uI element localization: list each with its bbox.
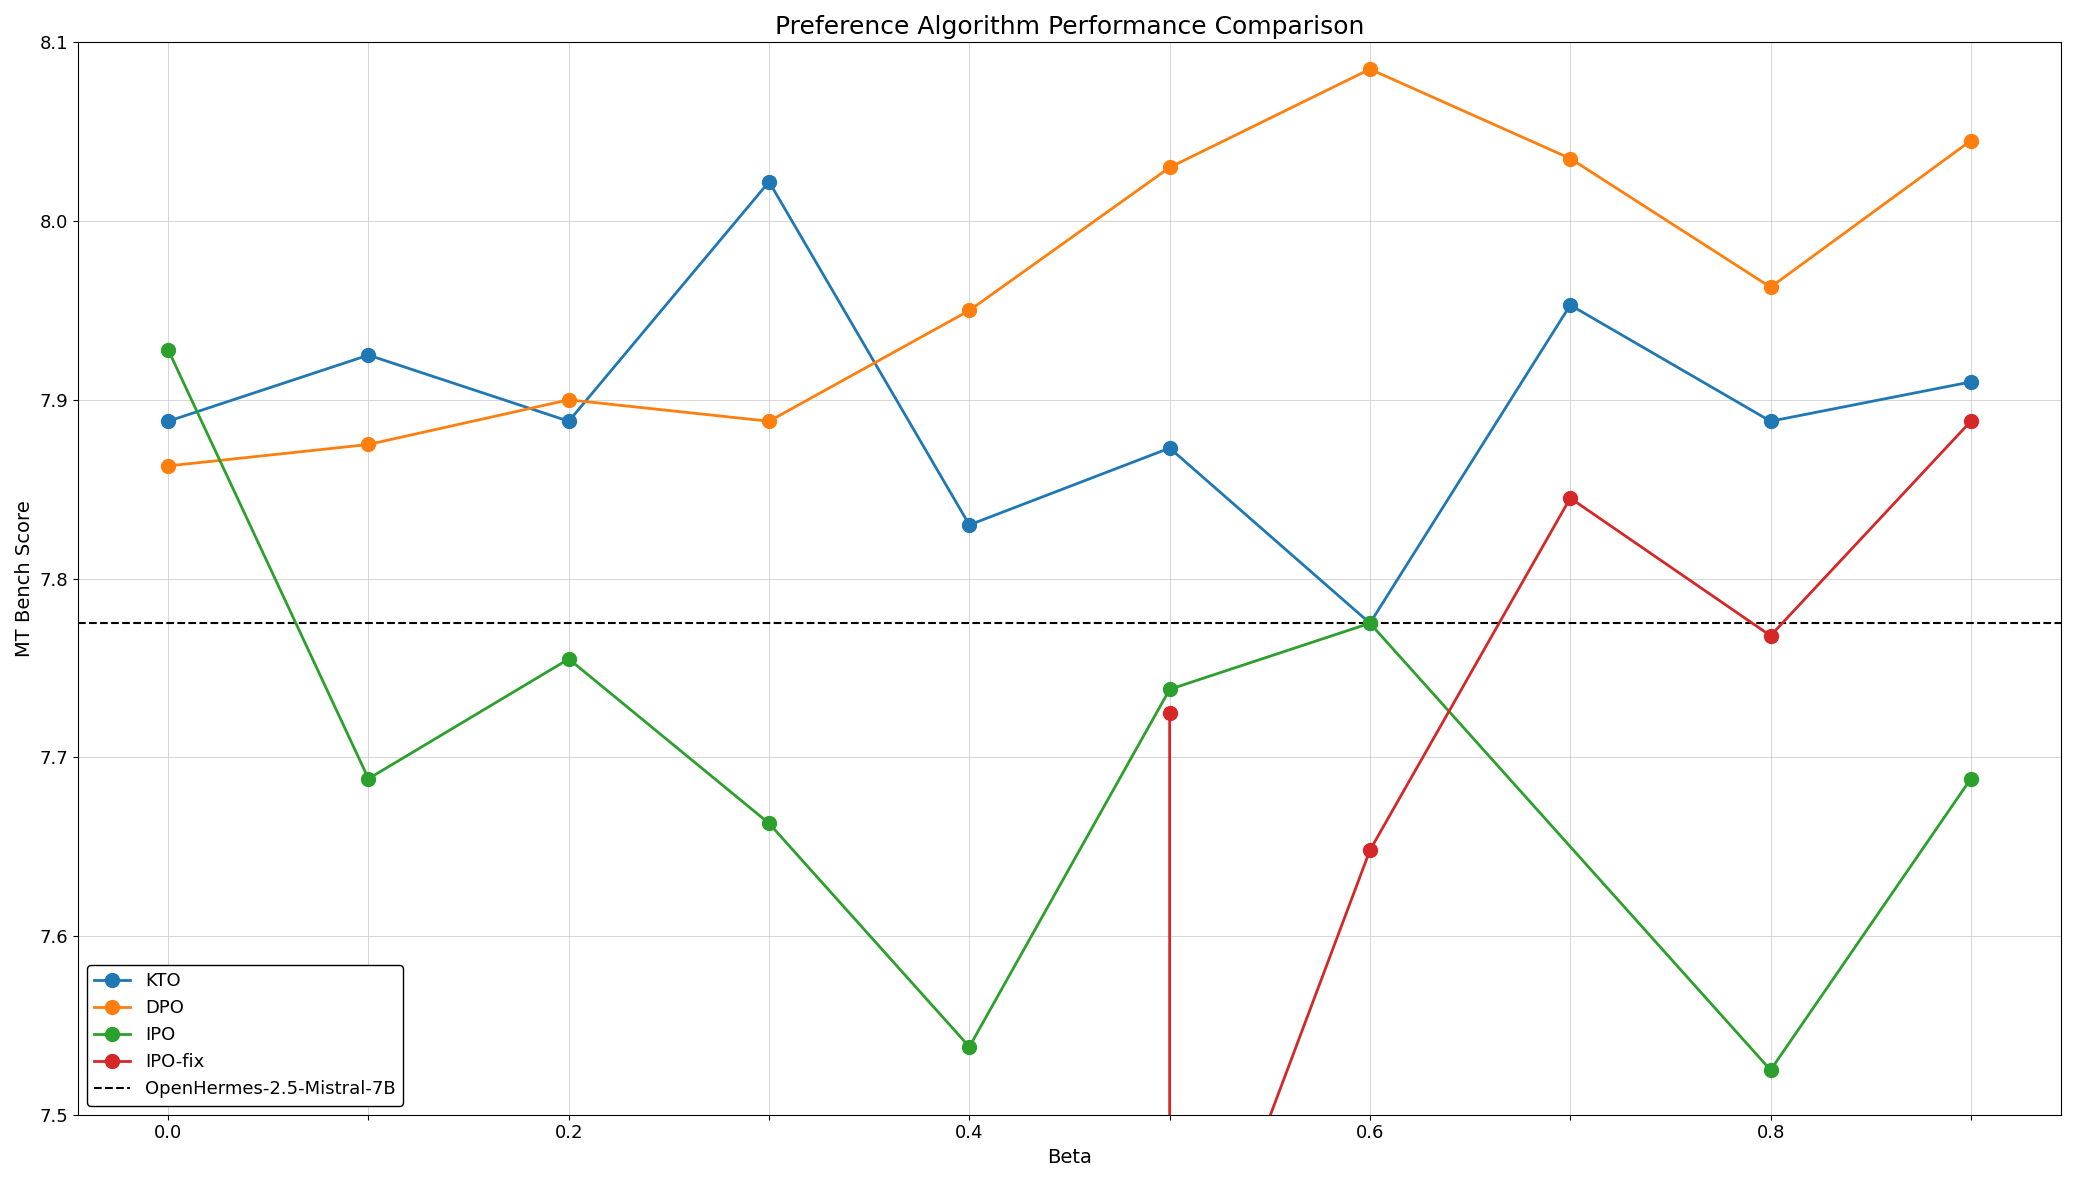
IPO [756,817,781,831]
IPO-fix [1557,491,1582,505]
Legend: KTO, DPO, IPO, IPO-fix, OpenHermes-2.5-Mistral-7B: KTO, DPO, IPO, IPO-fix, OpenHermes-2.5-M… [87,966,403,1105]
Line: DPO: DPO [162,63,1978,473]
IPO [355,772,380,786]
KTO [355,348,380,362]
IPO [156,343,181,357]
KTO [156,414,181,428]
IPO [1156,682,1181,696]
DPO [756,414,781,428]
DPO [1758,280,1783,294]
DPO [156,459,181,473]
Title: Preference Algorithm Performance Comparison: Preference Algorithm Performance Compari… [774,15,1364,39]
KTO [1358,616,1383,630]
DPO [355,437,380,452]
DPO [1557,151,1582,165]
IPO-fix [1358,843,1383,857]
DPO [1958,134,1983,148]
KTO [1758,414,1783,428]
DPO [957,304,982,318]
KTO [756,175,781,189]
KTO [1156,441,1181,455]
DPO [556,392,581,407]
Y-axis label: MT Bench Score: MT Bench Score [15,500,33,657]
Line: IPO: IPO [162,343,1978,1077]
KTO [1557,298,1582,312]
KTO [957,518,982,532]
X-axis label: Beta: Beta [1046,1148,1092,1167]
IPO-fix [1758,629,1783,643]
DPO [1358,61,1383,76]
DPO [1156,161,1181,175]
IPO [556,651,581,665]
IPO-fix [1156,706,1181,720]
IPO [1358,616,1383,630]
KTO [1958,375,1983,389]
KTO [556,414,581,428]
Line: KTO: KTO [162,175,1978,630]
IPO [1758,1063,1783,1077]
IPO [957,1040,982,1054]
IPO [1958,772,1983,786]
Line: IPO-fix: IPO-fix [1163,415,1978,1182]
IPO-fix [1958,414,1983,428]
